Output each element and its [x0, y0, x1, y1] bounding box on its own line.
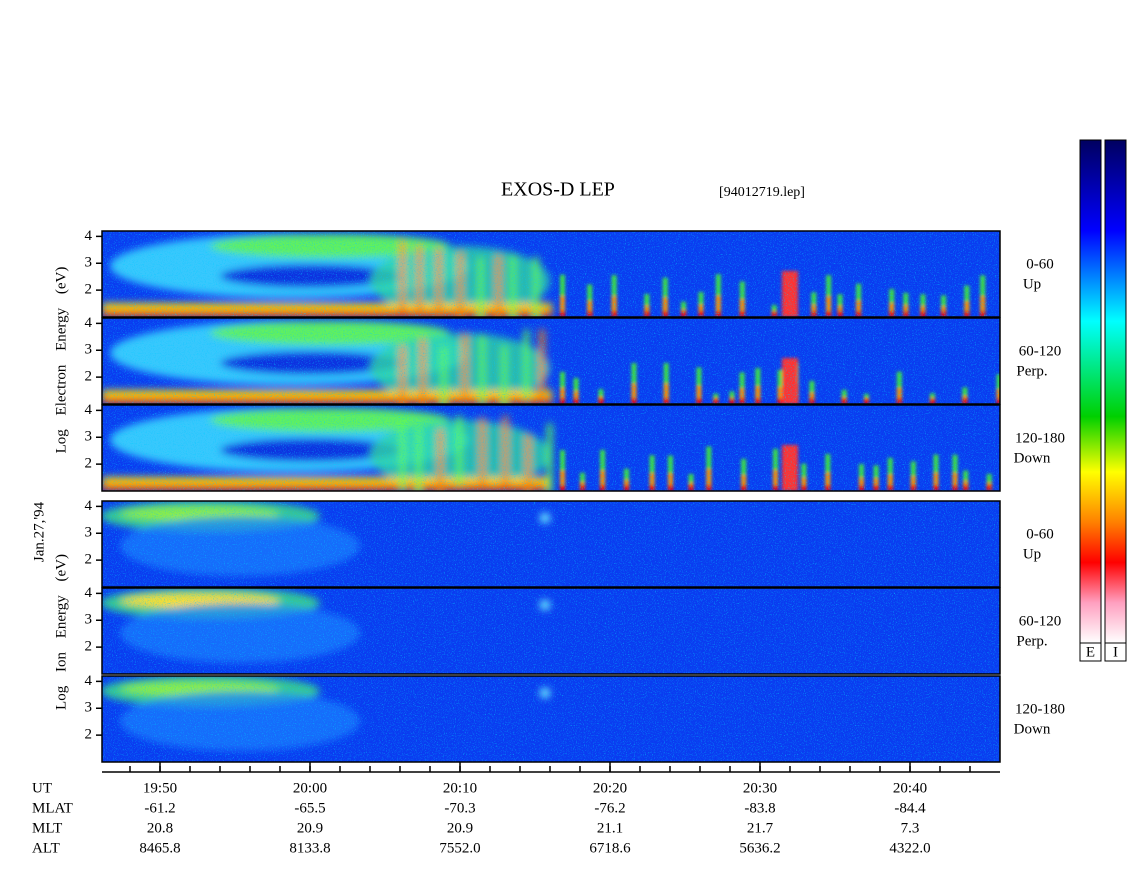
- colorbar-label-box: [1079, 642, 1102, 662]
- y-tick-label: 3: [85, 612, 93, 628]
- y-tick-label: 3: [85, 525, 93, 541]
- row-value: -70.3: [444, 800, 475, 816]
- panel-frame: [101, 675, 1001, 763]
- y-tick-label: 4: [85, 673, 93, 689]
- panel-frame: [101, 587, 1001, 675]
- row-label: UT: [32, 780, 52, 796]
- panel-frame: [101, 230, 1001, 318]
- y-tick-label: 2: [85, 282, 93, 298]
- panel-frame: [101, 500, 1001, 588]
- noise: [102, 501, 1000, 587]
- row-value: -76.2: [594, 800, 625, 816]
- spectrogram: [102, 588, 1000, 674]
- row-value: -65.5: [294, 800, 325, 816]
- row-value: -61.2: [144, 800, 175, 816]
- spectrogram: [102, 231, 1000, 317]
- noise: [102, 588, 1000, 674]
- row-value: 5636.2: [739, 840, 780, 856]
- row-value: 20:20: [593, 780, 627, 796]
- y-tick-label: 3: [85, 429, 93, 445]
- row-value: 4322.0: [889, 840, 930, 856]
- noise: [102, 405, 1000, 491]
- row-value: -84.4: [894, 800, 926, 816]
- y-tick-label: 4: [85, 498, 93, 514]
- row-value: 7.3: [901, 820, 920, 836]
- noise: [102, 676, 1000, 762]
- title: EXOS-D LEP: [501, 179, 615, 201]
- spectrogram: [102, 501, 1000, 587]
- row-value: 20.8: [147, 820, 173, 836]
- y-tick-label: 3: [85, 342, 93, 358]
- y-tick-label: 3: [85, 255, 93, 271]
- file-name: [94012719.lep]: [719, 185, 805, 200]
- colorbar: [1104, 139, 1127, 644]
- panel-direction: Up: [1023, 276, 1041, 292]
- row-value: 8465.8: [139, 840, 180, 856]
- row-value: 20:10: [443, 780, 477, 796]
- row-value: 6718.6: [589, 840, 631, 856]
- spectrogram: [102, 318, 1000, 404]
- row-value: 8133.8: [289, 840, 330, 856]
- y-tick-label: 3: [85, 700, 93, 716]
- row-value: 20:40: [893, 780, 927, 796]
- row-label: MLAT: [32, 800, 73, 816]
- row-value: 21.1: [597, 820, 623, 836]
- panel-direction: Perp.: [1016, 363, 1047, 379]
- panel-direction: Perp.: [1016, 633, 1047, 649]
- noise: [102, 318, 1000, 404]
- panel-frame: [101, 317, 1001, 405]
- row-value: 21.7: [747, 820, 774, 836]
- y-tick-label: 2: [85, 552, 93, 568]
- panel-direction: Up: [1023, 546, 1041, 562]
- row-label: MLT: [32, 820, 62, 836]
- y-tick-label: 2: [85, 727, 93, 743]
- y-tick-label: 4: [85, 228, 93, 244]
- row-value: -83.8: [744, 800, 775, 816]
- date-label: Jan.27,'94: [31, 501, 47, 562]
- y-tick-label: 4: [85, 315, 93, 331]
- y-tick-label: 2: [85, 639, 93, 655]
- electron-axis-label: Log Electron Energy (eV): [53, 267, 69, 454]
- row-value: 19:50: [143, 780, 177, 796]
- panel-direction: Down: [1014, 450, 1051, 466]
- spectrogram: [102, 405, 1000, 491]
- panel-angle: 60-120: [1019, 343, 1062, 359]
- row-value: 7552.0: [439, 840, 480, 856]
- ion-axis-label: Log Ion Energy (eV): [53, 554, 69, 710]
- row-value: 20:00: [293, 780, 327, 796]
- colorbar: [1079, 139, 1102, 644]
- row-value: 20:30: [743, 780, 777, 796]
- colorbar-label: I: [1113, 644, 1118, 660]
- panel-angle: 60-120: [1019, 613, 1062, 629]
- y-tick-label: 4: [85, 585, 93, 601]
- y-tick-label: 2: [85, 456, 93, 472]
- panel-angle: 120-180: [1015, 701, 1065, 717]
- y-tick-label: 4: [85, 402, 93, 418]
- row-label: ALT: [32, 840, 60, 856]
- y-tick-label: 2: [85, 369, 93, 385]
- row-value: 20.9: [297, 820, 323, 836]
- panel-frame: [101, 404, 1001, 492]
- panel-angle: 120-180: [1015, 430, 1065, 446]
- panel-angle: 0-60: [1026, 256, 1054, 272]
- panel-angle: 0-60: [1026, 526, 1054, 542]
- spectrogram: [102, 676, 1000, 762]
- panel-direction: Down: [1014, 721, 1051, 737]
- noise: [102, 231, 1000, 317]
- colorbar-label: E: [1086, 644, 1095, 660]
- colorbar-label-box: [1104, 642, 1127, 662]
- row-value: 20.9: [447, 820, 473, 836]
